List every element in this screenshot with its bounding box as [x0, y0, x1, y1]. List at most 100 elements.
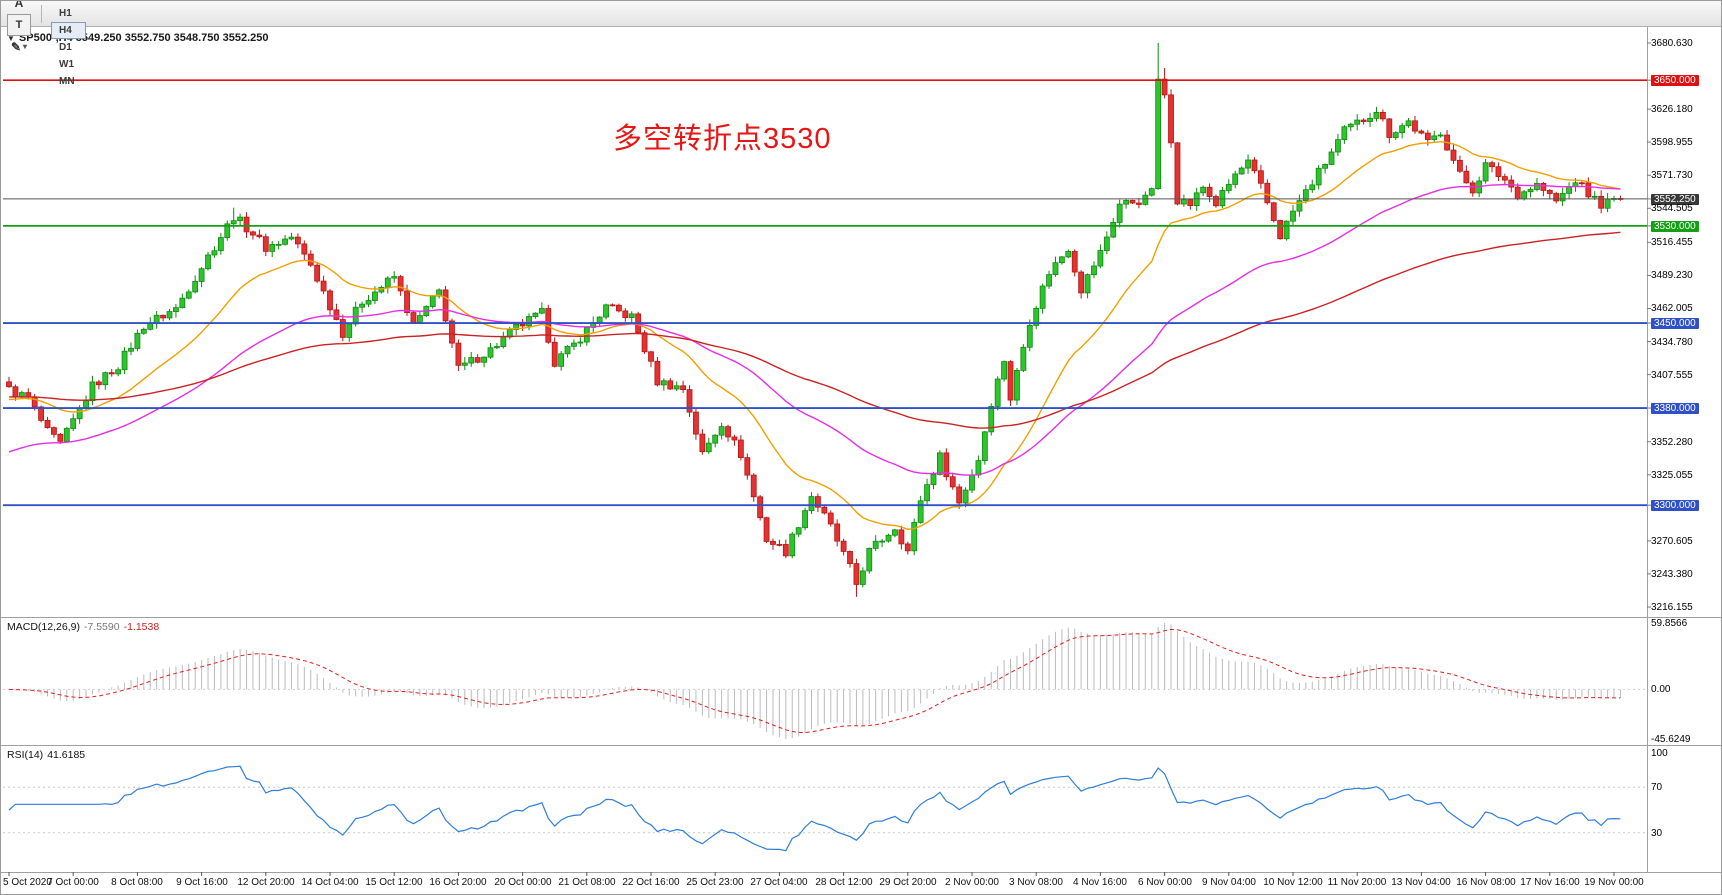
time-axis-label: 16 Oct 20:00 — [429, 877, 487, 888]
candle-body — [468, 357, 475, 364]
candle-body — [320, 280, 327, 292]
candle-body — [95, 381, 102, 386]
candle-body — [1168, 94, 1174, 144]
annotation-a-button[interactable]: A — [14, 0, 24, 10]
candle-body — [1508, 179, 1515, 188]
candle-body — [859, 570, 866, 585]
candle-body — [121, 350, 128, 371]
candle-body — [1579, 182, 1585, 185]
candle-body — [102, 372, 109, 386]
candle-body — [1213, 196, 1219, 207]
candle-body — [808, 496, 815, 512]
candle-body — [1174, 142, 1181, 205]
candle-body — [230, 220, 237, 225]
rsi-axis-label: 100 — [1651, 748, 1668, 759]
candle-body — [211, 250, 218, 256]
candle-body — [1559, 192, 1566, 202]
candle-body — [654, 360, 661, 386]
timeframe-w1-button[interactable]: W1 — [59, 59, 74, 70]
candle-body — [712, 434, 719, 444]
rsi-axis-label: 70 — [1651, 782, 1663, 793]
candle-body — [718, 426, 725, 436]
draw-tool-button[interactable]: ✎ ▾ — [10, 39, 28, 54]
time-axis-label: 15 Oct 12:00 — [365, 877, 423, 888]
timeframe-d1-button[interactable]: D1 — [59, 42, 72, 53]
candle-body — [449, 320, 455, 344]
price-level-tag: 3650.000 — [1651, 75, 1699, 86]
candle-body — [680, 385, 686, 390]
candle-body — [134, 332, 141, 349]
candle-body — [1097, 250, 1104, 267]
time-axis-label: 4 Nov 16:00 — [1073, 877, 1127, 888]
candle-body — [57, 433, 64, 442]
candle-body — [1103, 236, 1110, 251]
candle-body — [1136, 202, 1142, 205]
time-axis-label: 11 Nov 20:00 — [1327, 877, 1387, 888]
chart-toolbar: ▦AT✎▾ M1M5M15M30H1H4D1W1MN — [1, 0, 1721, 87]
candle-body — [1001, 361, 1007, 380]
candle-body — [686, 389, 693, 413]
candle-body — [63, 428, 70, 442]
candle-body — [513, 323, 520, 330]
candle-body — [924, 484, 930, 502]
candle-body — [38, 406, 44, 421]
candle-body — [217, 237, 224, 252]
price-axis-label: 3216.155 — [1651, 602, 1693, 613]
time-axis-label: 5 Oct 2020 — [3, 877, 52, 888]
time-axis-label: 16 Nov 08:00 — [1456, 877, 1516, 888]
candle-body — [327, 290, 333, 311]
candle-body — [384, 277, 391, 288]
candle-body — [1302, 189, 1309, 202]
chart-annotation-text: 多空转折点3530 — [613, 123, 832, 155]
candle-body — [1598, 195, 1605, 209]
timeframe-m30-button[interactable]: M30 — [51, 1, 86, 5]
price-axis-label: 3571.730 — [1651, 170, 1693, 181]
candle-body — [294, 236, 301, 245]
macd-signal-line — [8, 628, 1621, 734]
candle-body — [904, 543, 911, 552]
timeframe-h1-button[interactable]: H1 — [59, 8, 72, 19]
candle-body — [243, 216, 250, 233]
candle-body — [115, 369, 122, 375]
candle-body — [1604, 198, 1611, 209]
price-axis-label: 3462.005 — [1651, 303, 1693, 314]
time-axis-label: 19 Nov 00:00 — [1584, 877, 1644, 888]
chart-header: ▼ SP500-,H4 3549.250 3552.750 3548.750 35… — [7, 32, 268, 44]
candle-body — [693, 411, 699, 435]
candle-body — [250, 231, 256, 236]
price-level-tag: 3450.000 — [1651, 318, 1699, 329]
candle-body — [1309, 184, 1316, 191]
candle-body — [789, 533, 796, 557]
candle-body — [1399, 125, 1406, 134]
macd-main-value: -7.5590 — [83, 621, 120, 633]
candle-body — [1418, 130, 1425, 134]
candle-body — [1328, 151, 1335, 165]
candle-body — [404, 290, 410, 313]
rsi-value: 41.6185 — [47, 749, 86, 761]
symbol-marker-icon[interactable]: ▼ — [7, 34, 15, 43]
candle-body — [1341, 126, 1348, 141]
candle-body — [1116, 203, 1123, 223]
candle-body — [917, 500, 924, 523]
text-tool-button[interactable]: T — [7, 13, 31, 36]
candle-body — [763, 517, 770, 542]
candle-body — [949, 476, 956, 488]
candle-body — [1046, 274, 1052, 287]
candle-body — [1591, 195, 1598, 198]
candle-body — [1225, 184, 1232, 191]
price-axis-label: 3544.505 — [1651, 203, 1693, 214]
candle-body — [397, 276, 404, 292]
candle-body — [750, 474, 757, 498]
candle-body — [969, 474, 975, 491]
candle-body — [1521, 191, 1528, 200]
timeframe-mn-button[interactable]: MN — [59, 76, 75, 87]
candle-body — [1412, 120, 1418, 132]
candle-body — [1463, 170, 1470, 184]
price-axis-label: 3680.630 — [1651, 38, 1693, 49]
candle-body — [474, 357, 481, 363]
timeframe-h4-button[interactable]: H4 — [51, 22, 87, 39]
time-axis-label: 20 Oct 00:00 — [494, 877, 552, 888]
candle-body — [301, 243, 308, 255]
